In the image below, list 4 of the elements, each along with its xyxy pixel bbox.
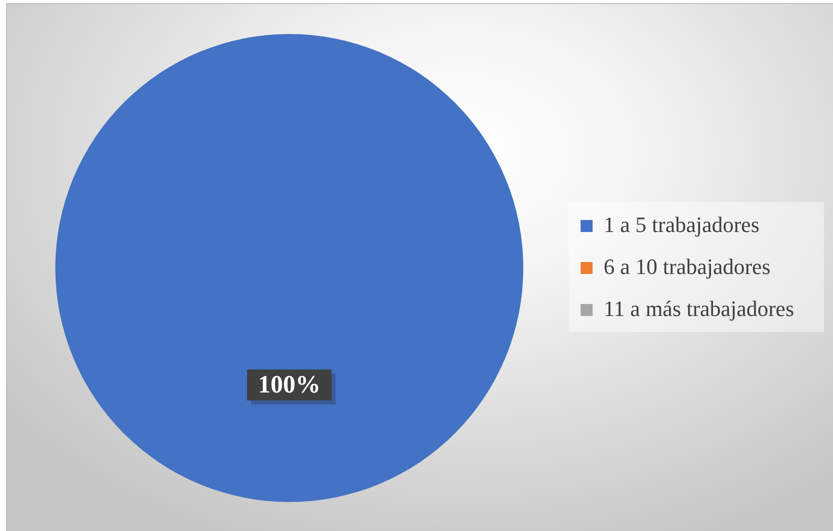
legend-label: 1 a 5 trabajadores: [604, 212, 760, 237]
data-label: 100%: [258, 371, 321, 398]
legend-label: 6 a 10 trabajadores: [604, 254, 770, 279]
legend-label: 11 a más trabajadores: [604, 296, 794, 321]
